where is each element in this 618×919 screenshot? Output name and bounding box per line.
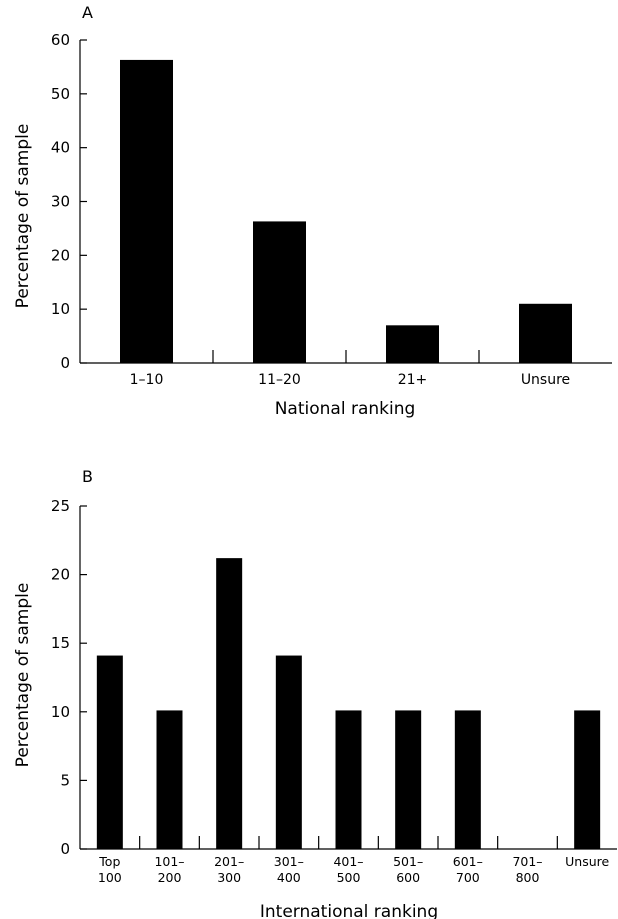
panel-b-x-category-label: 501– (393, 854, 423, 869)
panel-a-x-category-label: 1–10 (130, 372, 164, 388)
panel-b-y-tick-label: 10 (51, 703, 70, 721)
panel-b-x-category-label: 300 (217, 870, 241, 885)
panel-b-x-category-label: 601– (453, 854, 483, 869)
panel-b-x-category-label: 100 (98, 870, 122, 885)
panel-b-y-tick-label: 25 (51, 497, 70, 515)
panel-b-y-tick-label: 15 (51, 634, 70, 652)
panel-a-label: A (82, 3, 93, 22)
panel-b-bar (96, 655, 123, 849)
panel-b-x-category-label: 701– (512, 854, 542, 869)
panel-b-bar (335, 710, 362, 849)
panel-b-label: B (82, 467, 93, 486)
panel-a-bar (519, 303, 572, 363)
panel-b: B Percentage of sample International ran… (13, 467, 617, 919)
panel-b-x-axis-title: International ranking (260, 902, 438, 919)
panel-b-x-category-label: 301– (274, 854, 304, 869)
panel-b-x-category-label: 600 (396, 870, 420, 885)
panel-a-y-tick-label: 30 (51, 193, 70, 211)
panel-a-y-tick-label: 0 (60, 354, 70, 372)
panel-a-plot-area: 0 10 20 30 40 50 60 1–10 11–20 21+ Unsure (51, 31, 612, 388)
panel-b-x-category-label: 800 (516, 870, 540, 885)
panel-b-x-category-label: Unsure (565, 854, 609, 869)
panel-b-x-category-label: Top (98, 854, 120, 869)
panel-b-y-tick-label: 20 (51, 566, 70, 584)
panel-a-y-tick-label: 10 (51, 300, 70, 318)
panel-a-y-tick-label: 50 (51, 85, 70, 103)
panel-b-x-category-label: 700 (456, 870, 480, 885)
panel-a-bar (120, 59, 173, 363)
panel-a-bar (253, 221, 306, 363)
panel-a-y-tick-label: 60 (51, 31, 70, 49)
panel-b-bar (275, 655, 302, 849)
panel-a-x-category-label: 21+ (398, 372, 428, 388)
panel-b-x-category-label: 200 (158, 870, 182, 885)
panel-b-x-category-label: 401– (333, 854, 363, 869)
panel-b-x-category-label: 500 (337, 870, 361, 885)
panel-b-bar (574, 710, 601, 849)
panel-b-bar (156, 710, 183, 849)
panel-b-bar (216, 558, 243, 849)
panel-a-x-category-label: 11–20 (258, 372, 301, 388)
panel-b-x-category-label: 201– (214, 854, 244, 869)
panel-b-bar (454, 710, 481, 849)
panel-b-y-axis-title: Percentage of sample (13, 583, 33, 768)
panel-b-x-category-label: 101– (154, 854, 184, 869)
panel-a: A Percentage of sample National ranking … (13, 3, 612, 419)
panel-a-x-category-label: Unsure (521, 372, 570, 388)
panel-a-y-tick-label: 20 (51, 246, 70, 264)
panel-a-y-tick-label: 40 (51, 139, 70, 157)
panel-a-y-axis-title: Percentage of sample (13, 124, 33, 309)
panel-b-y-tick-label: 5 (60, 771, 70, 789)
panel-b-y-tick-label: 0 (60, 840, 70, 858)
panel-b-x-category-label: 400 (277, 870, 301, 885)
panel-a-bar (386, 325, 439, 363)
panel-a-x-axis-title: National ranking (275, 399, 416, 419)
panel-b-bar (395, 710, 422, 849)
